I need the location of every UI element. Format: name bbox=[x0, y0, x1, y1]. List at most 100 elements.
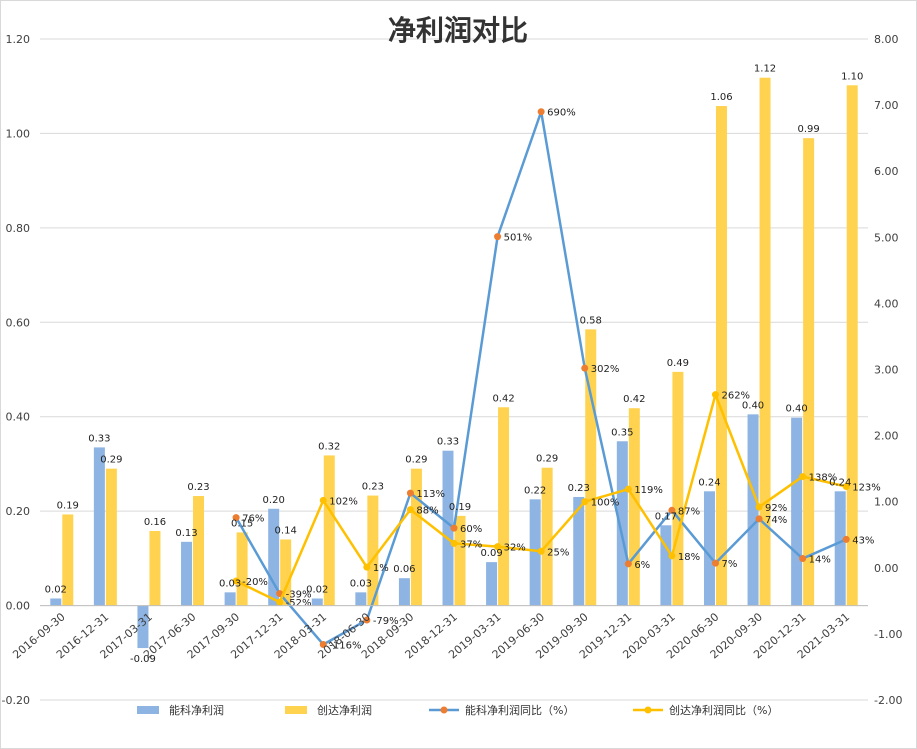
bar bbox=[323, 455, 335, 606]
bar-data-label: 1.12 bbox=[754, 64, 776, 75]
bar bbox=[355, 592, 367, 606]
bar bbox=[498, 407, 510, 606]
bar bbox=[703, 491, 715, 606]
line-point bbox=[624, 485, 632, 493]
line-data-label: 6% bbox=[634, 560, 650, 571]
line-point bbox=[668, 552, 676, 560]
bar bbox=[747, 414, 759, 606]
line-point bbox=[319, 640, 327, 648]
bar bbox=[280, 539, 292, 606]
line-series bbox=[232, 108, 850, 648]
bar bbox=[236, 532, 248, 606]
line-data-label: 113% bbox=[416, 489, 445, 500]
bar-data-label: 0.06 bbox=[393, 564, 415, 575]
bar bbox=[454, 515, 466, 606]
bar bbox=[105, 468, 117, 606]
bar bbox=[616, 441, 628, 606]
bar-data-label: -0.09 bbox=[130, 654, 156, 665]
line-point bbox=[755, 503, 763, 511]
bar-data-label: 0.19 bbox=[57, 500, 79, 511]
line-point bbox=[450, 539, 458, 547]
line-point bbox=[406, 489, 414, 497]
bar-data-label: 0.20 bbox=[263, 495, 285, 506]
line-data-label: 92% bbox=[765, 503, 787, 514]
bar bbox=[803, 138, 815, 606]
line-data-label: -116% bbox=[329, 640, 361, 651]
bar bbox=[660, 525, 672, 606]
bar-data-label: 0.40 bbox=[785, 404, 807, 415]
bar-data-label: 0.22 bbox=[524, 485, 546, 496]
line-point bbox=[799, 473, 807, 481]
line-data-label: 32% bbox=[504, 543, 526, 554]
bar bbox=[672, 371, 684, 606]
line-point bbox=[363, 563, 371, 571]
right-tick-label: -1.00 bbox=[874, 628, 902, 641]
left-tick-label: 0.80 bbox=[6, 222, 31, 235]
right-tick-label: 8.00 bbox=[874, 33, 899, 46]
bar-data-label: 0.03 bbox=[350, 578, 372, 589]
bar-data-label: 0.58 bbox=[580, 315, 602, 326]
bar-data-label: 0.42 bbox=[623, 394, 645, 405]
line-point bbox=[711, 559, 719, 567]
line-data-label: 1% bbox=[373, 563, 389, 574]
legend-marker bbox=[644, 706, 652, 714]
line-data-label: -39% bbox=[286, 590, 312, 601]
bar-data-label: 1.10 bbox=[841, 71, 863, 82]
line-data-label: 37% bbox=[460, 539, 482, 550]
line-point bbox=[755, 515, 763, 523]
bar-data-label: 0.42 bbox=[492, 393, 514, 404]
left-tick-label: 1.00 bbox=[6, 127, 31, 140]
bar-data-label: 0.33 bbox=[88, 433, 110, 444]
bar bbox=[585, 329, 597, 606]
right-tick-label: 6.00 bbox=[874, 165, 899, 178]
line-point bbox=[581, 364, 589, 372]
bar-data-label: 0.15 bbox=[231, 518, 253, 529]
line-point bbox=[842, 535, 850, 543]
line-data-label: 123% bbox=[852, 482, 881, 493]
line-data-label: 14% bbox=[809, 555, 831, 566]
bar-data-label: 0.13 bbox=[175, 528, 197, 539]
bar bbox=[62, 514, 74, 606]
bar bbox=[834, 491, 846, 606]
line-point bbox=[232, 514, 240, 522]
line-data-label: 501% bbox=[504, 233, 533, 244]
line-point bbox=[537, 547, 545, 555]
legend-swatch bbox=[137, 706, 159, 714]
bar-data-label: 0.33 bbox=[437, 437, 459, 448]
right-tick-label: -2.00 bbox=[874, 694, 902, 707]
bar-data-label: 0.19 bbox=[449, 502, 471, 513]
bar-data-label: 0.49 bbox=[667, 358, 689, 369]
line-point bbox=[668, 506, 676, 514]
bar bbox=[410, 468, 422, 606]
bar-data-label: 0.24 bbox=[829, 477, 851, 488]
legend-marker bbox=[440, 706, 448, 714]
line-data-label: 7% bbox=[721, 559, 737, 570]
bar bbox=[541, 467, 553, 606]
line-point bbox=[494, 543, 502, 551]
left-tick-label: 0.20 bbox=[6, 505, 31, 518]
bar bbox=[50, 598, 62, 606]
bar-data-label: 0.29 bbox=[405, 455, 427, 466]
right-tick-label: 7.00 bbox=[874, 99, 899, 112]
legend: 能科净利润 创达净利润 能科净利润同比（%） 创达净利润同比（%） bbox=[137, 703, 778, 717]
line-data-label: 119% bbox=[634, 485, 663, 496]
legend-swatch bbox=[285, 706, 307, 714]
right-tick-label: 0.00 bbox=[874, 562, 899, 575]
line-data-label: -52% bbox=[286, 598, 312, 609]
line-point bbox=[450, 524, 458, 532]
line-point bbox=[581, 498, 589, 506]
line-point bbox=[406, 506, 414, 514]
bar-data-label: 0.29 bbox=[536, 454, 558, 465]
bar-data-label: 0.02 bbox=[306, 584, 328, 595]
chart-title: 净利润对比 bbox=[388, 14, 528, 47]
bar bbox=[715, 106, 727, 606]
bar bbox=[759, 77, 771, 606]
line-data-label: 690% bbox=[547, 108, 576, 119]
left-tick-label: -0.20 bbox=[2, 694, 30, 707]
line-point bbox=[799, 555, 807, 563]
bar bbox=[268, 508, 280, 606]
right-tick-label: 4.00 bbox=[874, 297, 899, 310]
bar bbox=[573, 496, 585, 606]
left-tick-label: 0.00 bbox=[6, 600, 31, 613]
